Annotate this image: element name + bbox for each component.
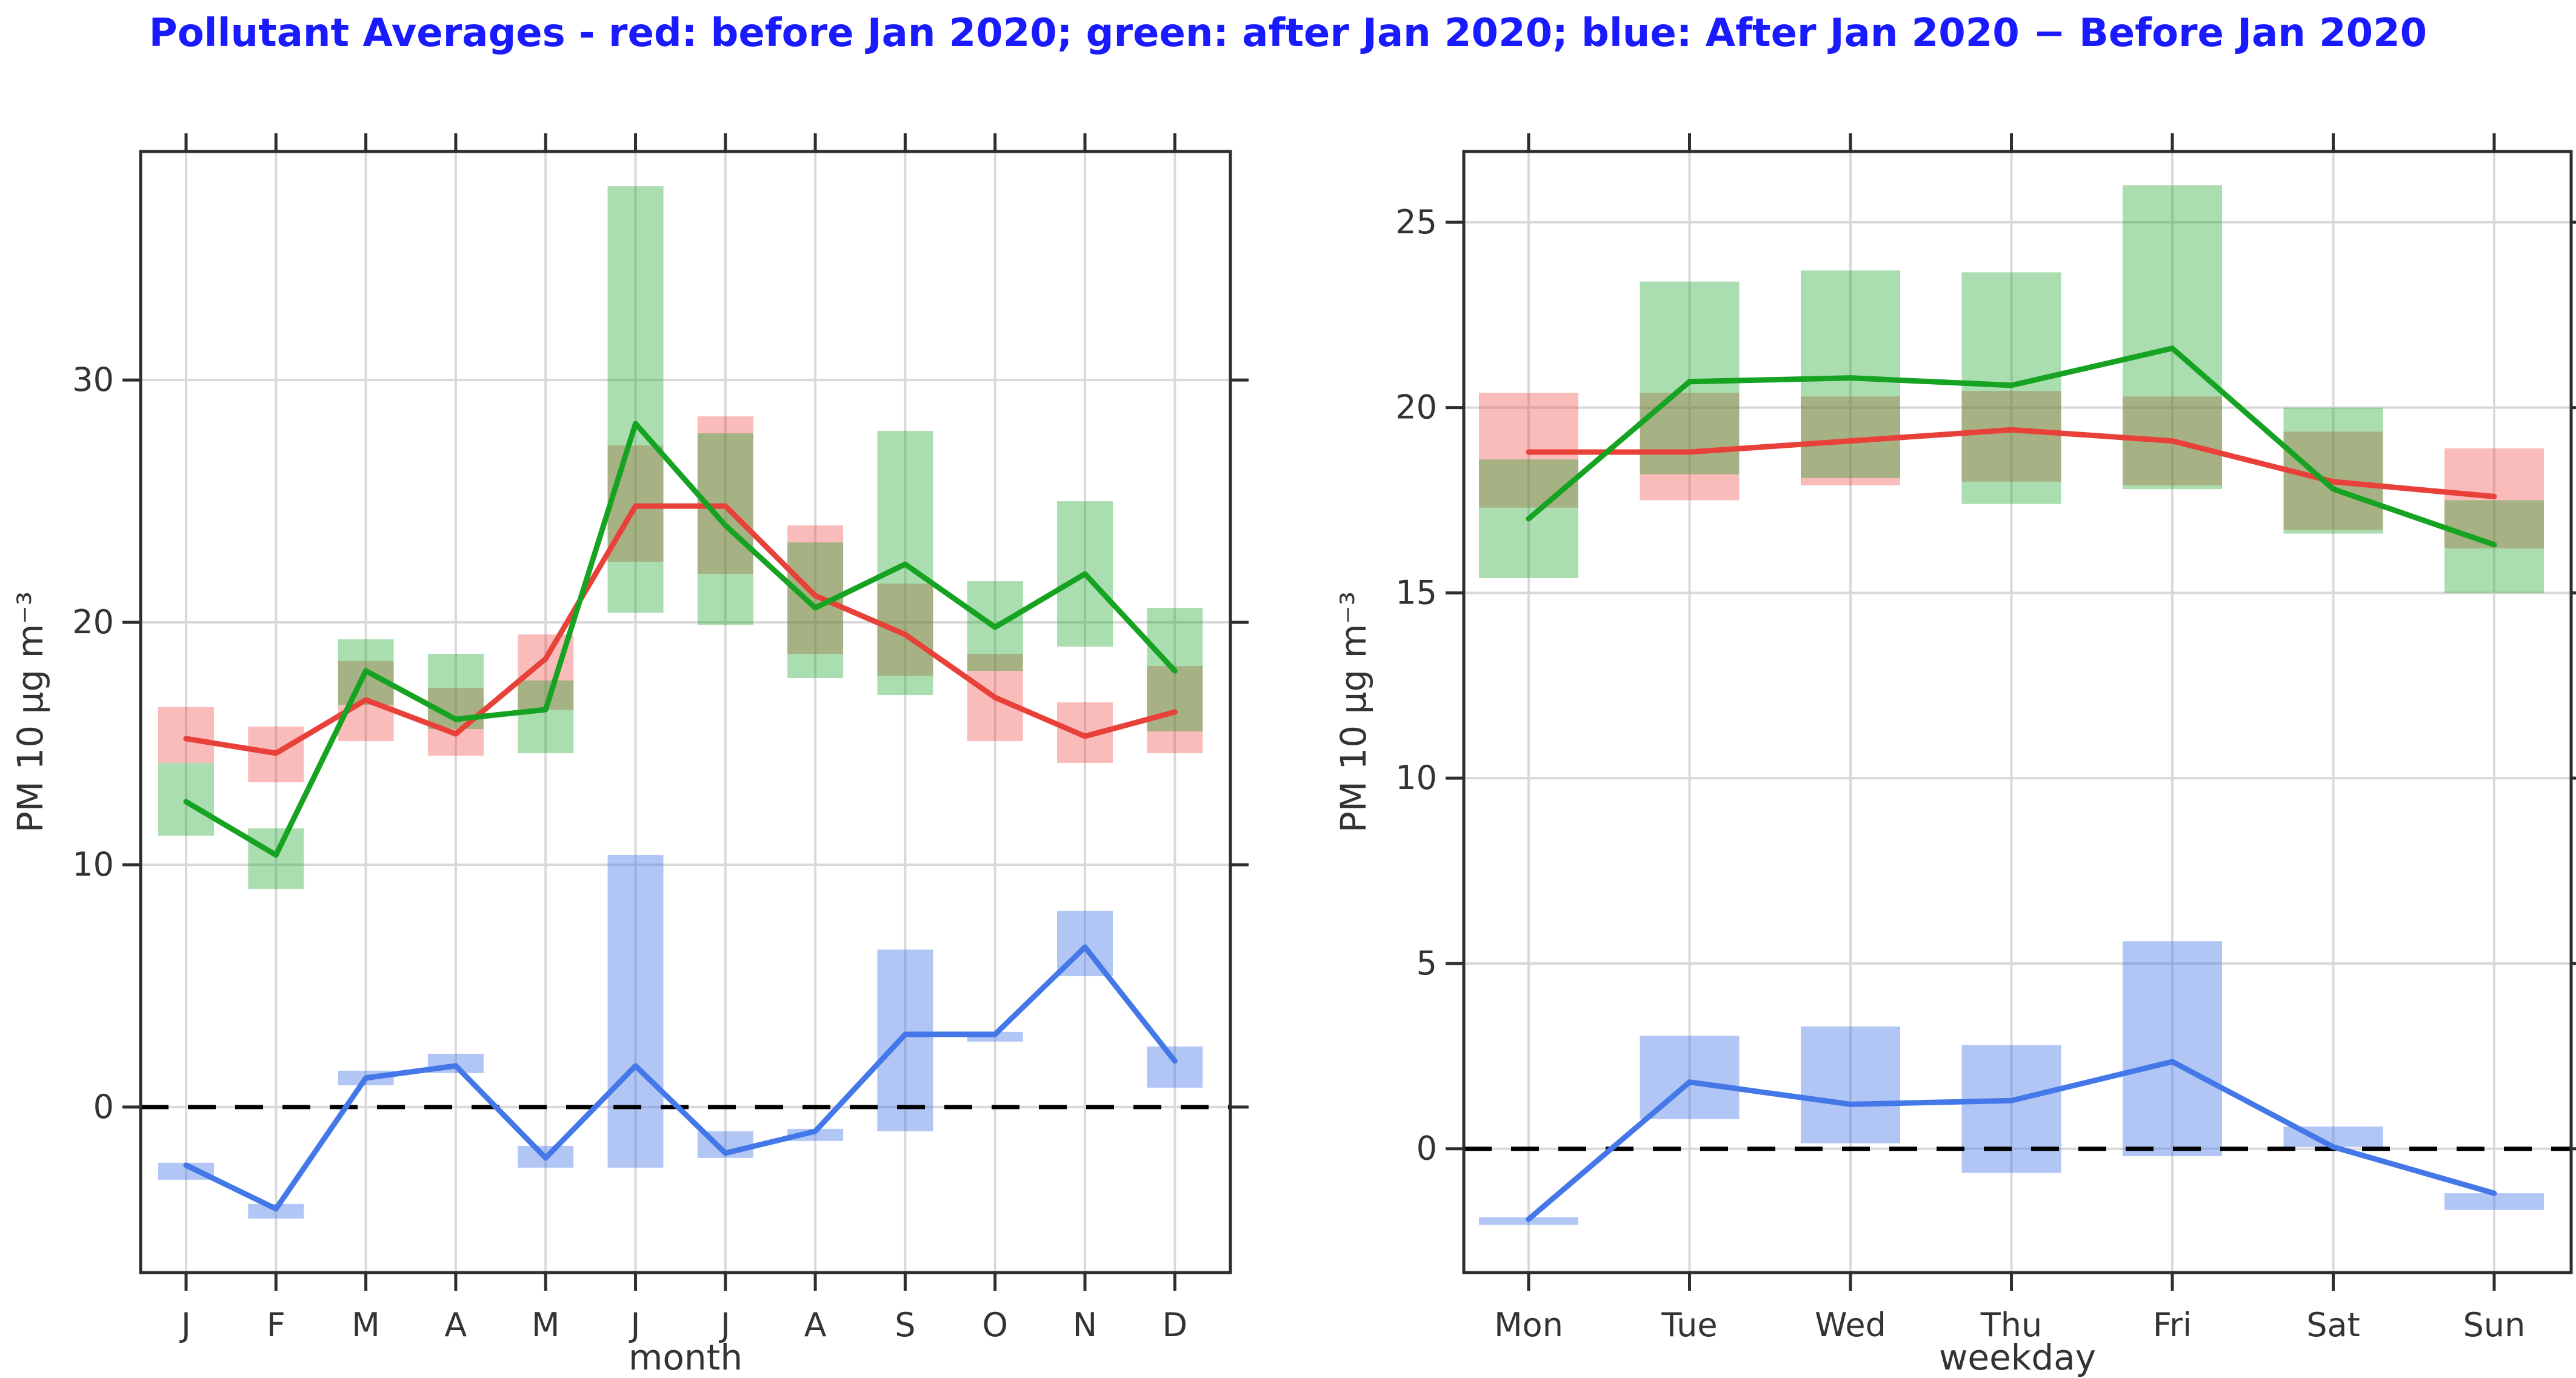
x-tick-label: M [532, 1306, 560, 1344]
confidence-band-green [248, 828, 304, 889]
confidence-band-blue [1147, 1046, 1203, 1088]
confidence-band-blue [2444, 1193, 2544, 1210]
y-tick-label: 30 [72, 361, 114, 399]
series-line-blue [183, 944, 1178, 1212]
x-tick-label: Fri [2153, 1306, 2192, 1344]
y-tick-label: 25 [1395, 203, 1437, 241]
series-line-green [1526, 345, 2497, 548]
x-tick-label: Thu [1980, 1306, 2042, 1344]
x-tick-label: Sat [2306, 1306, 2360, 1344]
confidence-band-green [1801, 270, 1900, 478]
axis-border [139, 150, 1232, 1274]
y-tick-label: 15 [1395, 573, 1437, 611]
x-tick-label: S [895, 1306, 915, 1344]
series-line-red [183, 503, 1178, 756]
confidence-band-green [518, 681, 574, 753]
chart-title: Pollutant Averages - red: before Jan 202… [148, 11, 2428, 56]
x-tick-label: J [629, 1306, 641, 1344]
x-tick-label: M [352, 1306, 380, 1344]
series-line-green [183, 421, 1178, 858]
x-tick-label: Mon [1494, 1306, 1563, 1344]
x-tick-label: Tue [1661, 1306, 1717, 1344]
x-tick-label: D [1163, 1306, 1188, 1344]
series-line-blue [1526, 1059, 2497, 1222]
x-axis-title: weekday [1939, 1337, 2096, 1378]
y-tick-label: 20 [72, 603, 114, 641]
confidence-band-blue [2123, 941, 2222, 1156]
confidence-band-red [697, 416, 753, 574]
confidence-band-red [877, 584, 933, 676]
confidence-band-blue [1640, 1036, 1740, 1119]
y-axis-title: PM 10 μg m⁻³ [1333, 591, 1374, 833]
confidence-band-blue [1961, 1045, 2061, 1173]
confidence-band-blue [607, 854, 664, 1168]
x-tick-label: A [804, 1306, 827, 1344]
y-tick-label: 10 [72, 845, 114, 884]
confidence-band-green [1961, 272, 2061, 504]
x-tick-label: J [719, 1306, 730, 1344]
y-tick-label: 10 [1395, 759, 1437, 797]
confidence-band-blue [1801, 1026, 1900, 1143]
x-tick-label: N [1073, 1306, 1097, 1344]
y-tick-label: 5 [1416, 944, 1437, 982]
y-tick-label: 20 [1395, 388, 1437, 427]
axis-border [1462, 150, 2573, 1274]
x-tick-label: Sun [2463, 1306, 2526, 1344]
y-axis-title: PM 10 μg m⁻³ [10, 591, 51, 833]
x-tick-label: J [179, 1306, 191, 1344]
confidence-band-red [1961, 391, 2061, 482]
x-tick-label: Wed [1815, 1306, 1886, 1344]
y-tick-label: 0 [93, 1088, 114, 1126]
confidence-band-red [158, 707, 214, 763]
confidence-band-blue [877, 949, 933, 1131]
x-axis-title: month [629, 1337, 742, 1378]
y-tick-label: 0 [1416, 1130, 1437, 1168]
x-tick-label: A [444, 1306, 467, 1344]
x-tick-label: O [982, 1306, 1008, 1344]
series-line-red [1526, 427, 2497, 499]
confidence-band-green [1640, 281, 1740, 474]
x-tick-label: F [267, 1306, 285, 1344]
